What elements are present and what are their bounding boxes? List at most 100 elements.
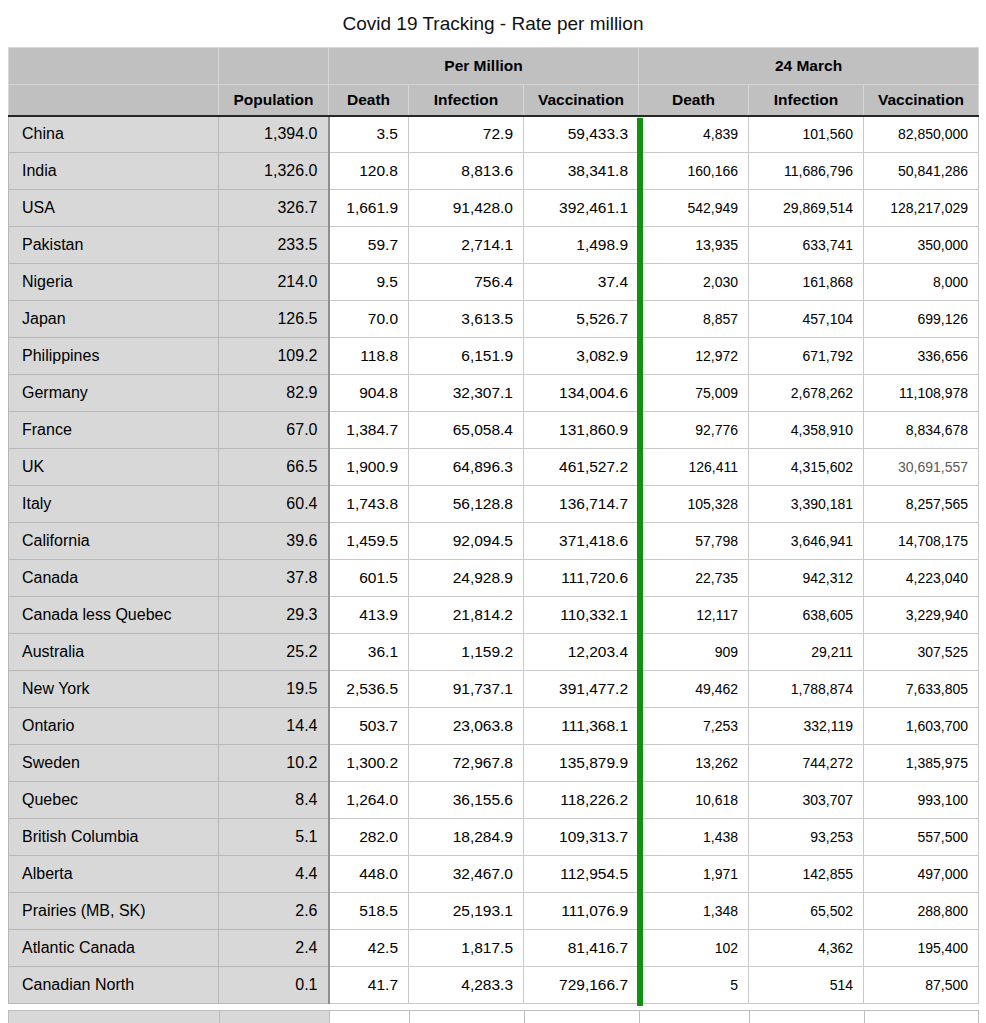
data-cell[interactable]: 4.4 <box>219 856 329 893</box>
data-cell[interactable]: 303,707 <box>749 782 864 819</box>
data-cell[interactable]: 993,100 <box>864 782 979 819</box>
data-cell[interactable]: 1,459.5 <box>329 523 409 560</box>
data-cell[interactable]: 29.3 <box>219 597 329 634</box>
data-cell[interactable]: 3,229,940 <box>864 597 979 634</box>
data-cell[interactable]: 3.5 <box>329 116 409 153</box>
data-cell[interactable]: 12,117 <box>639 597 749 634</box>
row-label[interactable]: USA <box>9 190 219 227</box>
data-cell[interactable]: 633,741 <box>749 227 864 264</box>
data-cell[interactable]: 514 <box>749 967 864 1004</box>
data-cell[interactable]: 5,526.7 <box>524 301 639 338</box>
data-cell[interactable]: 1,971 <box>639 856 749 893</box>
data-cell[interactable]: 9.5 <box>329 264 409 301</box>
data-cell[interactable]: 111,076.9 <box>524 893 639 930</box>
data-cell[interactable]: 70.0 <box>329 301 409 338</box>
data-cell[interactable]: 729,166.7 <box>524 967 639 1004</box>
data-cell[interactable]: 1,817.5 <box>409 930 524 967</box>
column-header-pm-infection[interactable]: Infection <box>409 85 524 116</box>
data-cell[interactable]: 11,108,978 <box>864 375 979 412</box>
data-cell[interactable]: 744,272 <box>749 745 864 782</box>
data-cell[interactable]: 461,527.2 <box>524 449 639 486</box>
data-cell[interactable]: 942,312 <box>749 560 864 597</box>
data-cell[interactable]: 37.8 <box>219 560 329 597</box>
data-cell[interactable]: 118,226.2 <box>524 782 639 819</box>
data-cell[interactable]: 49,462 <box>639 671 749 708</box>
data-cell[interactable]: 288,800 <box>864 893 979 930</box>
row-label[interactable]: Ontario <box>9 708 219 745</box>
data-cell[interactable]: 57,798 <box>639 523 749 560</box>
data-cell[interactable]: 11,686,796 <box>749 153 864 190</box>
data-cell[interactable]: 326.7 <box>219 190 329 227</box>
data-cell[interactable]: 92,094.5 <box>409 523 524 560</box>
data-cell[interactable]: 75,009 <box>639 375 749 412</box>
row-label[interactable]: Philippines <box>9 338 219 375</box>
data-cell[interactable]: 126.5 <box>219 301 329 338</box>
data-cell[interactable]: 91,737.1 <box>409 671 524 708</box>
data-cell[interactable]: 126,411 <box>639 449 749 486</box>
data-cell[interactable]: 109,313.7 <box>524 819 639 856</box>
data-cell[interactable]: 21,814.2 <box>409 597 524 634</box>
data-cell[interactable]: 1,300.2 <box>329 745 409 782</box>
data-cell[interactable]: 6,151.9 <box>409 338 524 375</box>
data-cell[interactable]: 8,857 <box>639 301 749 338</box>
row-label[interactable]: Prairies (MB, SK) <box>9 893 219 930</box>
data-cell[interactable]: 110,332.1 <box>524 597 639 634</box>
row-label[interactable]: Atlantic Canada <box>9 930 219 967</box>
data-cell[interactable]: 601.5 <box>329 560 409 597</box>
row-label[interactable]: Sweden <box>9 745 219 782</box>
data-cell[interactable]: 50,841,286 <box>864 153 979 190</box>
data-cell[interactable]: 4,223,040 <box>864 560 979 597</box>
data-cell[interactable]: 60.4 <box>219 486 329 523</box>
data-cell[interactable]: 41.7 <box>329 967 409 1004</box>
data-cell[interactable]: 38,341.8 <box>524 153 639 190</box>
row-label[interactable]: Australia <box>9 634 219 671</box>
data-cell[interactable]: 32,307.1 <box>409 375 524 412</box>
column-header-24m-death[interactable]: Death <box>639 85 749 116</box>
data-cell[interactable]: 1,900.9 <box>329 449 409 486</box>
data-cell[interactable]: 2,536.5 <box>329 671 409 708</box>
data-cell[interactable]: 904.8 <box>329 375 409 412</box>
data-cell[interactable]: 128,217,029 <box>864 190 979 227</box>
column-header-24m-vaccination[interactable]: Vaccination <box>864 85 979 116</box>
row-label[interactable]: Canada <box>9 560 219 597</box>
data-cell[interactable]: 336,656 <box>864 338 979 375</box>
data-cell[interactable]: 12,972 <box>639 338 749 375</box>
data-cell[interactable]: 1,394.0 <box>219 116 329 153</box>
data-cell[interactable]: 542,949 <box>639 190 749 227</box>
data-cell[interactable]: 497,000 <box>864 856 979 893</box>
data-cell[interactable]: 29,211 <box>749 634 864 671</box>
data-cell[interactable]: 1,661.9 <box>329 190 409 227</box>
data-cell[interactable]: 8,834,678 <box>864 412 979 449</box>
data-cell[interactable]: 1,384.7 <box>329 412 409 449</box>
data-cell[interactable]: 1,348 <box>639 893 749 930</box>
data-cell[interactable]: 111,368.1 <box>524 708 639 745</box>
data-cell[interactable]: 282.0 <box>329 819 409 856</box>
column-header-pm-death[interactable]: Death <box>329 85 409 116</box>
data-cell[interactable]: 36.1 <box>329 634 409 671</box>
group-header-per-million[interactable]: Per Million <box>329 48 639 85</box>
row-label[interactable]: California <box>9 523 219 560</box>
data-cell[interactable]: 1,326.0 <box>219 153 329 190</box>
data-cell[interactable]: 1,743.8 <box>329 486 409 523</box>
data-cell[interactable]: 671,792 <box>749 338 864 375</box>
data-cell[interactable]: 22,735 <box>639 560 749 597</box>
row-label[interactable]: British Columbia <box>9 819 219 856</box>
data-cell[interactable]: 120.8 <box>329 153 409 190</box>
data-cell[interactable]: 4,839 <box>639 116 749 153</box>
data-cell[interactable]: 8,000 <box>864 264 979 301</box>
data-cell[interactable]: 1,498.9 <box>524 227 639 264</box>
data-cell[interactable]: 756.4 <box>409 264 524 301</box>
data-cell[interactable]: 72,967.8 <box>409 745 524 782</box>
data-cell[interactable]: 3,646,941 <box>749 523 864 560</box>
row-label[interactable]: Canada less Quebec <box>9 597 219 634</box>
row-label[interactable]: Japan <box>9 301 219 338</box>
data-cell[interactable]: 1,603,700 <box>864 708 979 745</box>
data-cell[interactable]: 638,605 <box>749 597 864 634</box>
row-label[interactable]: India <box>9 153 219 190</box>
data-cell[interactable]: 2.6 <box>219 893 329 930</box>
column-header-rowname[interactable] <box>9 85 219 116</box>
row-label[interactable]: New York <box>9 671 219 708</box>
data-cell[interactable]: 2,030 <box>639 264 749 301</box>
data-cell[interactable]: 233.5 <box>219 227 329 264</box>
data-cell[interactable]: 1,788,874 <box>749 671 864 708</box>
